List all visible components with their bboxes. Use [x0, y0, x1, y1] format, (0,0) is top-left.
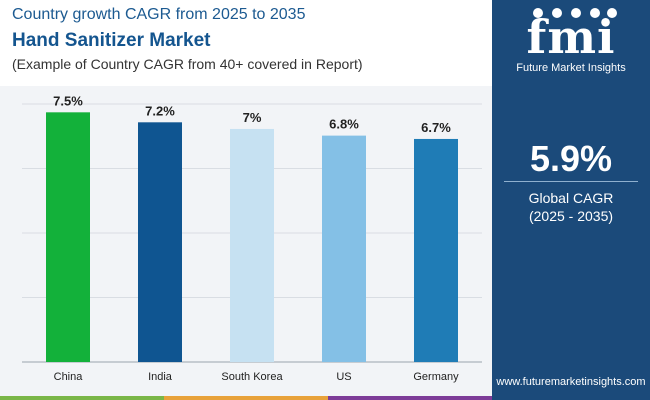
bar-us	[322, 135, 366, 362]
global-cagr-period: (2025 - 2035)	[528, 208, 614, 224]
footer-color-segment	[328, 396, 492, 400]
logo-icons	[533, 8, 617, 18]
x-tick-label: India	[148, 371, 173, 383]
metric-divider	[504, 181, 638, 182]
bar-chart: 7.5% China 7.2% India 7% South Korea 6.8% US 6.7…	[22, 93, 482, 383]
data-label: 6.8%	[329, 117, 359, 132]
footer-color-segment	[164, 396, 328, 400]
data-label: 6.7%	[421, 120, 451, 135]
chart-title: Hand Sanitizer Market	[12, 30, 211, 51]
fmi-logo: fmi Future Market Insights	[492, 4, 650, 76]
sidebar-panel: fmi Future Market Insights 5.9% Global C…	[492, 0, 650, 400]
bar-india	[138, 122, 182, 362]
website-link[interactable]: www.futuremarketinsights.com	[496, 376, 646, 388]
chart-supertitle: Country growth CAGR from 2025 to 2035	[12, 6, 306, 23]
x-tick-label: Germany	[413, 371, 459, 383]
x-tick-label: China	[54, 371, 84, 383]
chart-header: Country growth CAGR from 2025 to 2035 Ha…	[0, 0, 492, 85]
x-tick-label: US	[336, 371, 351, 383]
bar-germany	[414, 138, 458, 362]
bar-south-korea	[230, 128, 274, 362]
global-cagr-label: Global CAGR	[528, 190, 614, 206]
data-label: 7.2%	[145, 103, 175, 118]
global-cagr-value: 5.9%	[529, 138, 613, 179]
data-label: 7.5%	[53, 93, 83, 108]
x-tick-label: South Korea	[221, 371, 283, 383]
data-label: 7%	[243, 110, 262, 125]
logo-word: fmi	[526, 10, 616, 64]
chart-subtitle: (Example of Country CAGR from 40+ covere…	[12, 56, 363, 72]
bar-china	[46, 112, 90, 363]
footer-color-segment	[0, 396, 164, 400]
logo-subtext: Future Market Insights	[516, 62, 626, 74]
